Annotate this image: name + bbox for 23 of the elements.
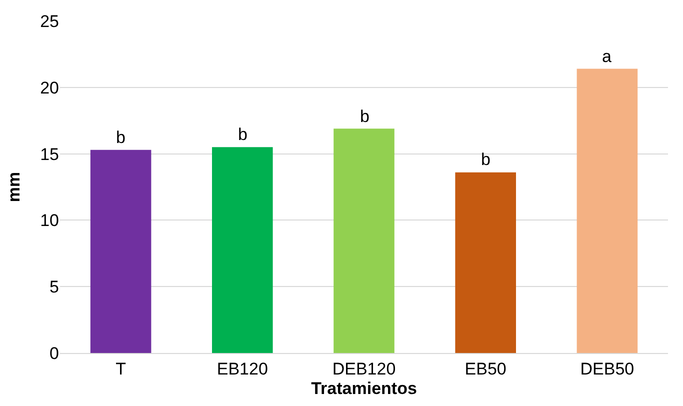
annotation: b xyxy=(481,150,490,169)
x-tick-label: EB50 xyxy=(464,359,506,378)
annotation: a xyxy=(602,47,612,66)
bar xyxy=(455,172,516,353)
x-tick-label: DEB50 xyxy=(580,359,634,378)
y-tick-label: 5 xyxy=(50,278,59,297)
y-tick-label: 20 xyxy=(40,78,59,98)
bar xyxy=(576,68,638,353)
y-tick-label: 25 xyxy=(40,12,59,31)
x-tick-label: DEB120 xyxy=(332,359,396,378)
x-axis-title: Tratamientos xyxy=(311,378,417,398)
bar xyxy=(90,150,152,353)
x-tick-label: EB120 xyxy=(216,359,268,378)
y-axis-title: mm xyxy=(4,172,24,202)
annotation: b xyxy=(360,107,370,126)
bar xyxy=(212,147,273,353)
x-tick-label: T xyxy=(116,359,126,378)
y-tick-label: 0 xyxy=(50,344,59,363)
bar xyxy=(334,128,394,353)
y-tick-label: 15 xyxy=(40,144,59,164)
annotation: b xyxy=(238,125,248,144)
y-tick-label: 10 xyxy=(40,211,59,230)
annotation: b xyxy=(116,128,126,147)
